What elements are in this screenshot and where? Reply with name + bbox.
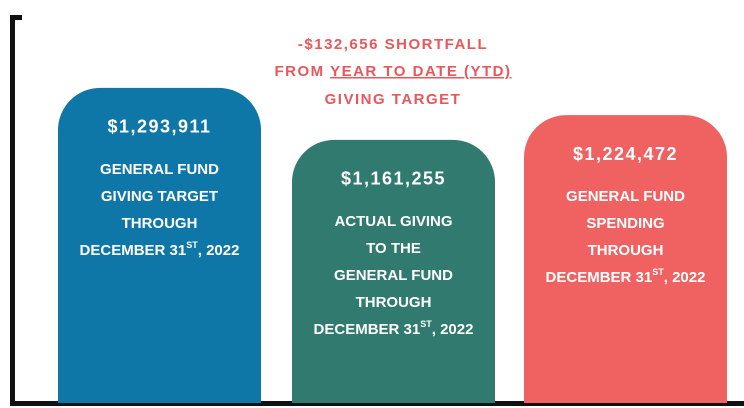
bar xyxy=(58,87,261,403)
annotation: -$132,656 SHORTFALL xyxy=(298,36,488,53)
bar-description: ACTUAL GIVING xyxy=(334,213,452,230)
bar-date: DECEMBER 31ST, 2022 xyxy=(314,319,474,338)
x-axis-line xyxy=(10,401,744,406)
bar-description: SPENDING xyxy=(586,215,664,232)
axis-cap xyxy=(10,15,22,20)
value-label: $1,224,472 xyxy=(573,144,678,164)
bar-description: GENERAL FUND xyxy=(566,188,685,205)
bar xyxy=(524,115,727,403)
bar-description: GIVING TARGET xyxy=(101,188,218,205)
value-label: $1,293,911 xyxy=(107,117,211,137)
date-sup: ST xyxy=(652,268,664,278)
bar xyxy=(292,139,495,403)
date-sup: ST xyxy=(420,319,432,329)
y-axis-line xyxy=(10,15,15,406)
date-text: DECEMBER 31 xyxy=(80,242,187,259)
date-text: , 2022 xyxy=(664,269,706,286)
date-text: , 2022 xyxy=(198,242,240,259)
date-sup: ST xyxy=(186,240,198,250)
date-text: DECEMBER 31 xyxy=(314,321,421,338)
axis xyxy=(10,15,744,406)
bar-description: THROUGH xyxy=(122,215,198,232)
bar-description: THROUGH xyxy=(356,294,432,311)
value-label: $1,161,255 xyxy=(341,169,446,189)
annotation: GIVING TARGET xyxy=(325,91,462,108)
bar-description: GENERAL FUND xyxy=(334,267,453,284)
bar-date: DECEMBER 31ST, 2022 xyxy=(546,268,706,287)
bar-date: DECEMBER 31ST, 2022 xyxy=(80,240,240,259)
bar-description: TO THE xyxy=(366,240,421,257)
annotation: FROM YEAR TO DATE (YTD) xyxy=(274,63,511,80)
date-text: DECEMBER 31 xyxy=(546,269,653,286)
bar-description: THROUGH xyxy=(588,242,664,259)
date-text: , 2022 xyxy=(432,321,474,338)
bar-description: GENERAL FUND xyxy=(100,161,219,178)
